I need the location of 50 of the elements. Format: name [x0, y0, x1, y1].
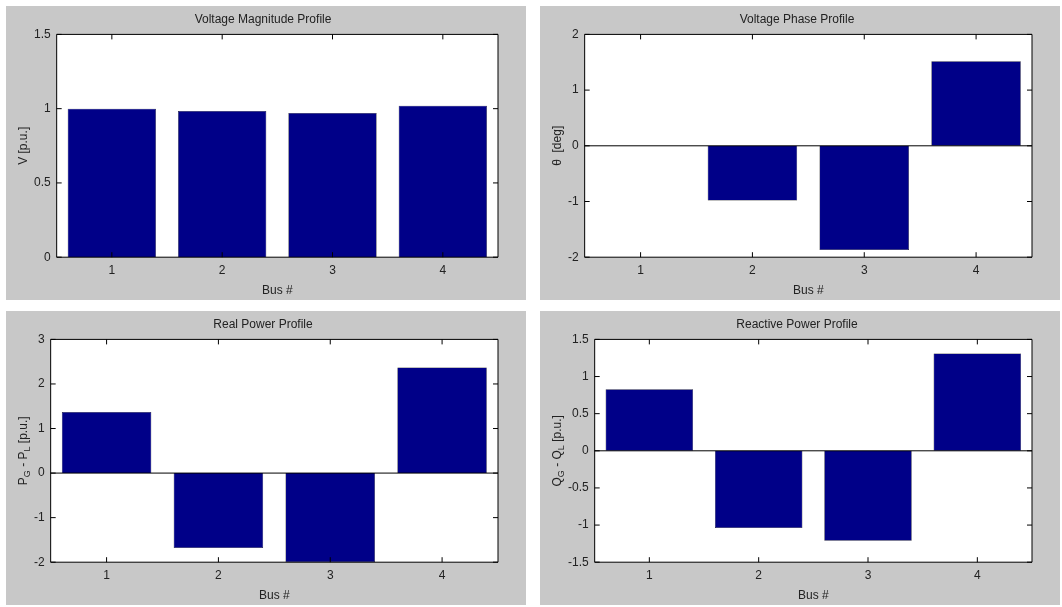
y-tick-label: -2: [34, 554, 45, 569]
chart-title: Voltage Phase Profile: [739, 11, 855, 26]
x-tick-label: 3: [329, 262, 337, 277]
y-tick-label: 1.5: [33, 26, 51, 41]
y-axis-title: θ [deg]: [550, 125, 565, 166]
y-tick-label: -1.5: [567, 554, 589, 569]
y-tick-label: 1: [581, 368, 589, 383]
y-tick-label: -0.5: [567, 479, 589, 494]
y-tick-label: 0: [571, 138, 579, 153]
x-tick-label: 3: [864, 567, 872, 582]
x-tick-label: 2: [215, 567, 223, 582]
chart-title: Real Power Profile: [213, 316, 314, 331]
chart-title: Voltage Magnitude Profile: [194, 11, 332, 26]
x-axis-title: Bus #: [798, 587, 830, 602]
x-tick-label: 1: [103, 567, 111, 582]
y-tick-label: 1: [43, 100, 51, 115]
y-tick-label: -1: [34, 509, 45, 524]
y-tick-label: 2: [37, 375, 45, 390]
x-tick-label: 3: [326, 567, 334, 582]
y-tick-label: -2: [568, 249, 579, 264]
x-axis-title: Bus #: [792, 283, 824, 298]
x-tick-label: 4: [973, 567, 981, 582]
y-tick-label: 1: [571, 82, 579, 97]
x-tick-label: 2: [755, 567, 763, 582]
x-tick-label: 4: [438, 567, 446, 582]
x-tick-label: 2: [749, 262, 757, 277]
x-tick-label: 3: [860, 262, 868, 277]
y-tick-label: 0: [37, 464, 45, 479]
y-tick-label: 2: [571, 26, 579, 41]
y-tick-label: -1: [578, 516, 589, 531]
y-tick-label: 0: [43, 249, 51, 264]
y-tick-label: 1: [37, 420, 45, 435]
y-tick-label: -1: [568, 193, 579, 208]
y-tick-label: 0.5: [33, 175, 51, 190]
x-tick-label: 1: [637, 262, 645, 277]
x-tick-label: 1: [646, 567, 653, 582]
y-axis-title: QG - QL [p.u.]: [550, 414, 567, 486]
x-tick-label: 2: [218, 262, 226, 277]
x-tick-label: 1: [108, 262, 116, 277]
y-tick-label: 0.5: [571, 405, 589, 420]
y-axis-title: PG - PL [p.u.]: [16, 415, 33, 485]
chart-title: Reactive Power Profile: [736, 316, 859, 331]
x-axis-title: Bus #: [262, 283, 294, 298]
x-axis-title: Bus #: [258, 587, 290, 602]
y-tick-label: 1.5: [571, 331, 589, 346]
x-tick-label: 4: [972, 262, 980, 277]
y-tick-label: 3: [37, 331, 45, 346]
y-tick-label: 0: [581, 442, 589, 457]
x-tick-label: 4: [439, 262, 447, 277]
y-axis-title: V [p.u.]: [16, 126, 31, 165]
